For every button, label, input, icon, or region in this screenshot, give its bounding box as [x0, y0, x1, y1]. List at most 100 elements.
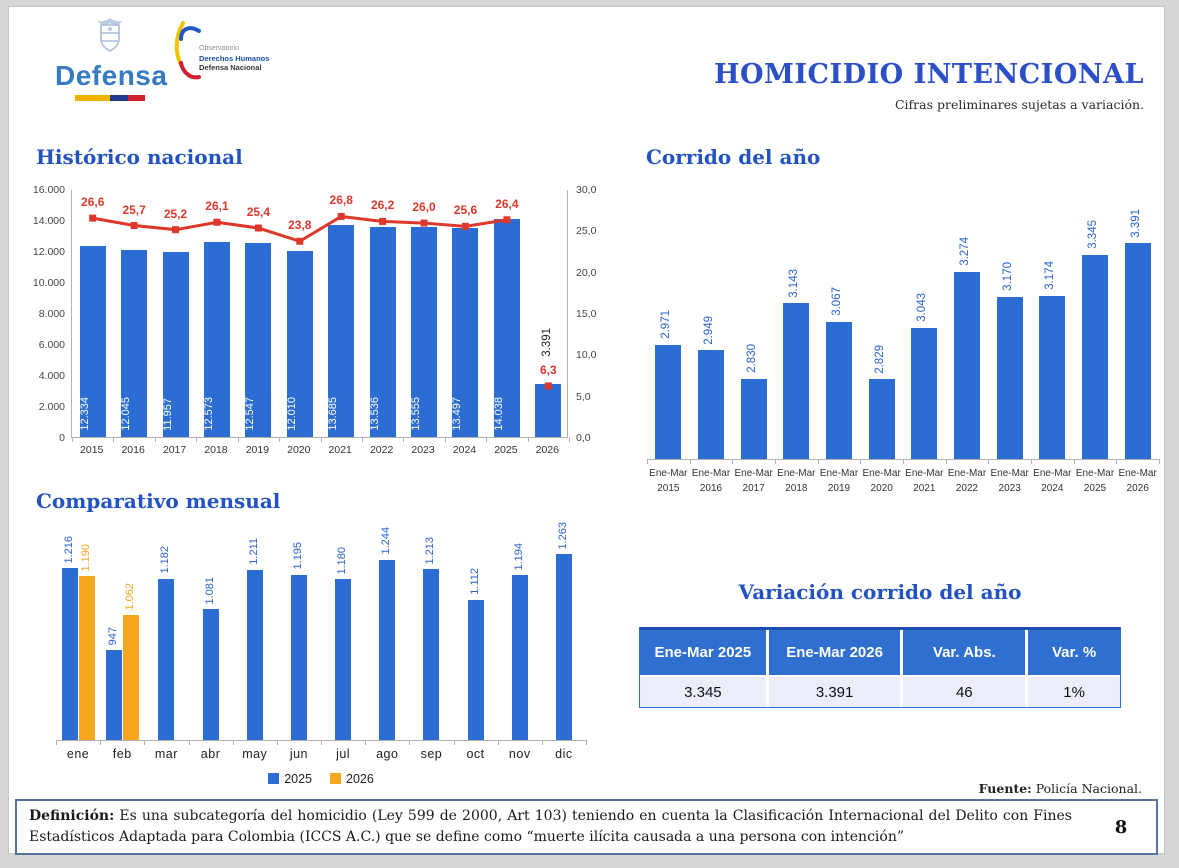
x-axis-label-line1: Ene-Mar — [905, 468, 944, 479]
bar-value-label-2025: 1.195 — [291, 542, 304, 570]
bar-value-label-2025: 1.211 — [247, 538, 260, 565]
x-axis-tick — [1031, 459, 1032, 464]
x-axis-tick — [527, 437, 529, 442]
x-axis-tick — [689, 459, 691, 464]
x-axis-label: 2022 — [369, 444, 394, 456]
bar-value-label: 3.274 — [959, 236, 971, 266]
x-axis-label: 2015 — [80, 444, 104, 456]
x-axis-tick — [403, 437, 405, 442]
x-axis-tick — [647, 459, 648, 464]
table-header-cell: Var. % — [1028, 630, 1120, 675]
observatorio-logo: Observatorio Derechos Humanos Defensa Na… — [169, 19, 289, 89]
x-axis-tick — [72, 437, 73, 442]
table-value-cell: 46 — [903, 677, 1026, 707]
bar-2025-ene — [61, 568, 78, 740]
y-axis-tick-left: 16.000 — [32, 184, 65, 196]
month-label: sep — [420, 747, 443, 761]
rate-value-label: 25,2 — [163, 206, 188, 221]
variacion-table: Ene-Mar 2025 Ene-Mar 2026 Var. Abs. Var. % … — [639, 627, 1121, 708]
x-axis-label-line1: Ene-Mar — [862, 468, 901, 479]
x-axis-label: Ene-Mar 2016 — [692, 466, 730, 496]
mensual-chart: 1.216 1.190 947 1.062 1.182 1.081 1.211 1.195 1.… — [21, 519, 596, 797]
x-axis-label: 2020 — [287, 444, 311, 456]
bar-2019: 12.547 — [244, 242, 272, 437]
bar-2020: 12.010 — [286, 250, 313, 437]
y-axis-tick-left: 4.000 — [38, 370, 65, 382]
x-axis-label: 2019 — [245, 444, 270, 456]
x-axis-tick — [237, 437, 239, 442]
definition-body: Es una subcategoría del homicidio (Ley 5… — [29, 808, 1072, 845]
corrido-plot: 2.971 2.949 2.830 3.143 3.067 2.829 3.043 3.274… — [647, 192, 1160, 464]
x-axis-label-line1: Ene-Mar — [1075, 468, 1115, 479]
table-value-cell: 3.391 — [768, 677, 901, 707]
x-axis-tick — [586, 740, 587, 745]
x-axis-tick — [945, 459, 947, 464]
colombia-flag-bar — [75, 95, 145, 101]
x-axis-tick — [144, 740, 146, 745]
y-axis-tick-right: 10,0 — [576, 349, 597, 362]
x-axis-tick — [497, 740, 499, 745]
bar-2017 — [740, 379, 767, 459]
source-note: Fuente: Policía Nacional. — [979, 781, 1142, 796]
bar-2025-dic — [555, 554, 572, 740]
x-axis-tick — [113, 437, 115, 442]
x-axis-tick — [320, 437, 322, 442]
x-axis-tick — [1159, 459, 1160, 464]
x-axis-label: Ene-Mar 2025 — [1076, 466, 1114, 496]
observatorio-line1: Observatorio — [199, 45, 240, 52]
bar-2024: 13.497 — [451, 227, 479, 437]
x-axis-label-line2: 2018 — [785, 483, 808, 494]
bar-2016 — [698, 350, 724, 459]
x-axis-tick — [541, 740, 543, 745]
x-axis-tick — [321, 740, 322, 745]
bar-2026-ene — [78, 576, 95, 740]
x-axis-label: Ene-Mar 2017 — [734, 466, 772, 496]
legend-item-2025: 2025 — [268, 772, 312, 786]
bar-2017: 11.957 — [162, 251, 189, 437]
x-axis-label-line2: 2021 — [913, 483, 936, 494]
defensa-logo-text: Defensa — [55, 60, 168, 91]
corrido-title: Corrido del año — [646, 145, 821, 169]
mensual-legend: 2025 2026 — [56, 772, 586, 786]
page-number: 8 — [1114, 816, 1128, 838]
mensual-plot: 1.216 1.190 947 1.062 1.182 1.081 1.211 1.195 1.… — [56, 519, 587, 745]
x-axis-tick — [361, 437, 363, 442]
x-axis-label: Ene-Mar 2018 — [777, 466, 815, 496]
page-title: HOMICIDIO INTENCIONAL — [713, 59, 1144, 90]
month-label: may — [242, 747, 268, 761]
x-axis-label-line2: 2026 — [1126, 483, 1149, 494]
month-label: dic — [555, 747, 573, 761]
x-axis-label-line2: 2025 — [1083, 483, 1107, 494]
x-axis-label-line1: Ene-Mar — [734, 468, 773, 479]
bar-2025-oct — [467, 599, 484, 740]
x-axis-tick — [365, 740, 367, 745]
x-axis-label: Ene-Mar 2024 — [1033, 466, 1071, 496]
definition-text: Definición: Es una subcategoría del homi… — [29, 806, 1098, 848]
y-axis-tick-right: 25,0 — [576, 225, 597, 238]
historico-chart: 16.000 14.000 12.000 10.000 8.000 6.000 4.000 2… — [21, 184, 597, 469]
x-axis-label: 2017 — [162, 444, 187, 456]
x-axis-tick — [196, 437, 198, 442]
rate-value-label: 26,6 — [81, 195, 105, 210]
table-header-cell: Var. Abs. — [903, 630, 1026, 675]
x-axis-tick — [444, 437, 446, 442]
bar-2022: 13.536 — [369, 227, 396, 437]
x-axis-label-line1: Ene-Mar — [947, 468, 987, 479]
y-axis-tick-right: 5,0 — [576, 390, 591, 403]
x-axis-label: 2021 — [328, 444, 352, 456]
x-axis-label: 2025 — [494, 444, 518, 456]
y-axis-tick-left: 8.000 — [38, 308, 65, 320]
x-axis-tick — [453, 740, 455, 745]
bar-value-label-2026: 3.391 — [541, 328, 554, 357]
report-page: Defensa Observatorio Derechos Humanos De… — [8, 6, 1165, 855]
bar-2018: 12.573 — [203, 242, 230, 437]
bar-2026 — [1124, 243, 1151, 459]
bar-2025-feb — [105, 650, 122, 740]
bar-2021 — [911, 327, 938, 459]
x-axis-tick — [56, 740, 57, 745]
x-axis-label-line1: Ene-Mar — [1033, 468, 1072, 479]
x-axis-label: Ene-Mar 2020 — [862, 466, 900, 496]
x-axis-label: Ene-Mar 2015 — [649, 466, 687, 496]
bar-2015 — [655, 345, 682, 459]
bar-value-label-2025: 1.216 — [62, 535, 75, 564]
